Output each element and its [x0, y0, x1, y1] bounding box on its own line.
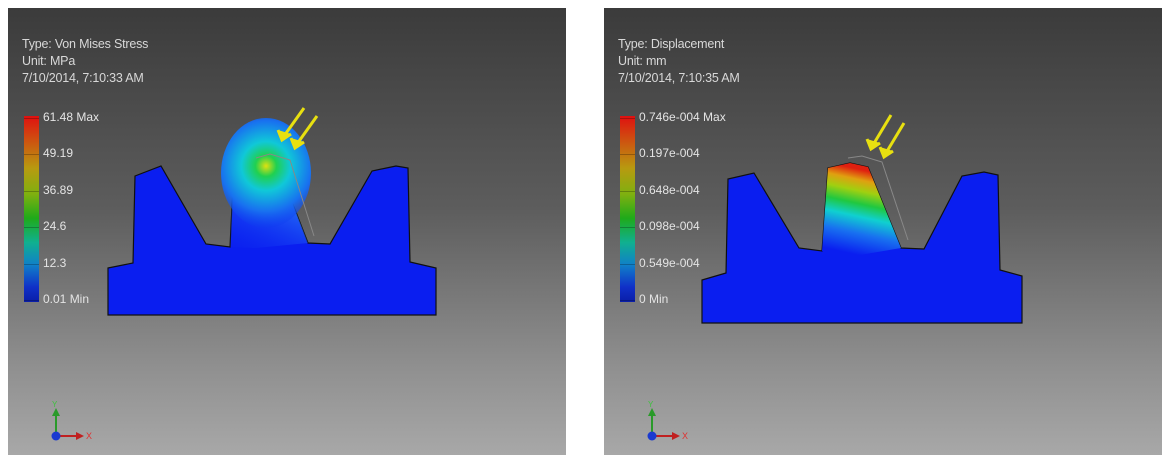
result-type: Type: Von Mises Stress: [22, 37, 149, 51]
axis-x-label: X: [682, 431, 688, 441]
legend-max: 0.746e-004 Max: [620, 110, 726, 124]
load-arrow-icon: [276, 107, 319, 151]
result-type: Type: Displacement: [618, 37, 725, 51]
legend-tick: 0.098e-004: [620, 219, 700, 233]
legend-tick: 0.549e-004: [620, 256, 700, 270]
legend-max: 61.48 Max: [23, 110, 100, 124]
load-arrow-icon: [865, 114, 906, 160]
legend-tick: 12.3: [23, 256, 67, 270]
stress-viewport[interactable]: Type: Von Mises Stress Unit: MPa 7/10/20…: [8, 8, 566, 455]
legend-tick: 49.19: [23, 146, 74, 160]
result-info: Type: Von Mises Stress Unit: MPa 7/10/20…: [22, 36, 148, 87]
axis-y-label: Y: [52, 400, 58, 409]
result-timestamp: 7/10/2014, 7:10:33 AM: [22, 71, 144, 85]
axis-y-label: Y: [648, 400, 654, 409]
result-timestamp: 7/10/2014, 7:10:35 AM: [618, 71, 740, 85]
legend-tick: 0.648e-004: [620, 183, 700, 197]
gear-stress-model: [107, 107, 437, 316]
legend-tick: 24.6: [23, 219, 67, 233]
legend-tick: 0.197e-004: [620, 146, 700, 160]
legend-color-bar: [24, 116, 39, 302]
axis-triad-icon[interactable]: Y X: [46, 400, 106, 450]
legend-min: 0 Min: [619, 292, 669, 306]
displacement-viewport[interactable]: Type: Displacement Unit: mm 7/10/2014, 7…: [604, 8, 1162, 455]
legend-color-bar: [620, 116, 635, 302]
result-unit: Unit: MPa: [22, 54, 76, 68]
axis-x-label: X: [86, 431, 92, 441]
gear-displacement-model: [701, 114, 1023, 324]
legend-min: 0.01 Min: [23, 292, 90, 306]
result-info: Type: Displacement Unit: mm 7/10/2014, 7…: [618, 36, 740, 87]
result-unit: Unit: mm: [618, 54, 667, 68]
legend-tick: 36.89: [23, 183, 74, 197]
axis-triad-icon[interactable]: Y X: [642, 400, 702, 450]
